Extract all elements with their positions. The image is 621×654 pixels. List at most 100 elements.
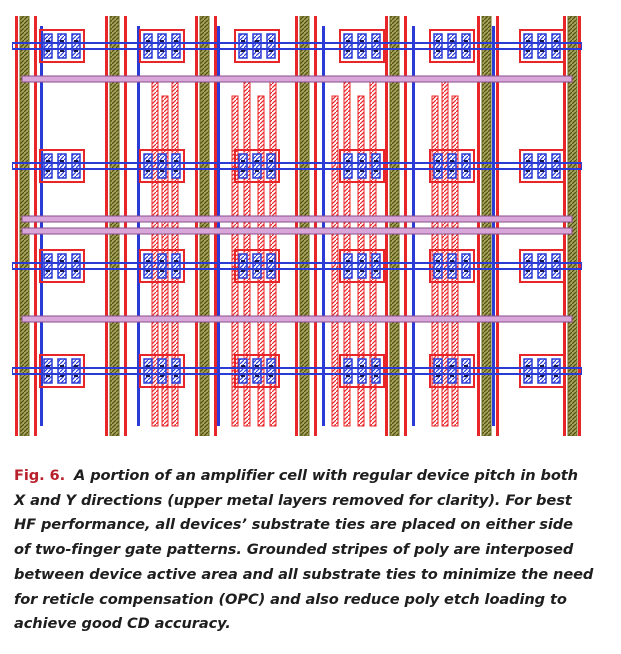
device-outline (519, 354, 565, 388)
device-outline (339, 149, 385, 183)
poly-stripe (124, 16, 127, 436)
device-contact-column (252, 253, 262, 279)
device-contact-column (371, 253, 381, 279)
poly-stripe (578, 16, 581, 436)
device-contact-column (371, 33, 381, 59)
metal-stripe (322, 26, 325, 426)
interconnect-bars (12, 42, 582, 375)
device-contact-column (343, 358, 353, 384)
device-contact-column (157, 253, 167, 279)
device-contact-column (266, 358, 276, 384)
device-contact-column (371, 153, 381, 179)
metal-bus (12, 42, 582, 50)
device-contact-column (71, 358, 81, 384)
device-outline (139, 354, 185, 388)
device-contact-column (43, 153, 53, 179)
layout-drawing (12, 16, 582, 436)
poly-stripe (404, 16, 407, 436)
device-contact-column (43, 33, 53, 59)
interconnect-bar (21, 215, 573, 223)
device-contact-column (252, 33, 262, 59)
device-contact-column (71, 153, 81, 179)
substrate-tie-stripes (19, 16, 578, 436)
device-contact-column (171, 153, 181, 179)
device-outline (139, 29, 185, 63)
device-contact-column (357, 253, 367, 279)
substrate-tie-stripe (481, 16, 492, 436)
device-contact-column (523, 253, 533, 279)
device-contact-column (433, 358, 443, 384)
device-contact-column (57, 253, 67, 279)
device-contact-column (143, 33, 153, 59)
poly-stripe (105, 16, 108, 436)
device-contact-column (238, 358, 248, 384)
device-contact-column (523, 358, 533, 384)
device-contact-column (57, 153, 67, 179)
substrate-tie-stripe (199, 16, 210, 436)
device-contact-column (157, 358, 167, 384)
metal-stripe (40, 26, 43, 426)
device-contact-column (266, 253, 276, 279)
device-contact-column (433, 33, 443, 59)
interconnect-bar (21, 315, 573, 323)
device-contact-column (171, 33, 181, 59)
substrate-tie-stripe (19, 16, 30, 436)
device-outline (429, 354, 475, 388)
device-contact-column (551, 253, 561, 279)
device-contact-column (157, 153, 167, 179)
device-contact-column (357, 358, 367, 384)
device-contact-column (357, 153, 367, 179)
metal-bus (12, 367, 582, 375)
device-outline (339, 29, 385, 63)
device-contact-column (461, 358, 471, 384)
poly-stripe (15, 16, 18, 436)
device-contact-column (43, 253, 53, 279)
device-contact-column (266, 33, 276, 59)
device-contact-column (461, 253, 471, 279)
poly-stripe (385, 16, 388, 436)
device-contact-column (433, 253, 443, 279)
metal-bus (12, 262, 582, 270)
device-outline (39, 29, 85, 63)
device-contact-column (57, 358, 67, 384)
metal-stripe (412, 26, 415, 426)
device-contact-column (343, 153, 353, 179)
substrate-tie-stripe (299, 16, 310, 436)
device-outline (519, 149, 565, 183)
device-outline (39, 249, 85, 283)
device-contact-column (433, 153, 443, 179)
device-contact-column (343, 33, 353, 59)
device-contact-column (57, 33, 67, 59)
poly-stripe (295, 16, 298, 436)
metal-bus (12, 162, 582, 170)
device-outline (234, 354, 280, 388)
device-outline (339, 354, 385, 388)
ic-layout-figure (12, 16, 582, 436)
device-contact-column (551, 33, 561, 59)
device-contact-column (523, 153, 533, 179)
poly-stripe (496, 16, 499, 436)
device-contact-column (371, 358, 381, 384)
device-contact-column (71, 33, 81, 59)
device-contact-column (143, 253, 153, 279)
device-contact-column (523, 33, 533, 59)
device-outline (139, 249, 185, 283)
device-contact-column (266, 153, 276, 179)
device-outline (519, 249, 565, 283)
device-contact-column (551, 358, 561, 384)
substrate-tie-stripe (109, 16, 120, 436)
poly-stripe (563, 16, 566, 436)
device-contact-column (357, 33, 367, 59)
device-contact-column (143, 153, 153, 179)
substrate-tie-stripe (389, 16, 400, 436)
metal-stripe (217, 26, 220, 426)
device-contact-column (537, 253, 547, 279)
device-contact-column (43, 358, 53, 384)
device-contact-column (447, 153, 457, 179)
device-outline (429, 29, 475, 63)
device-contact-column (447, 253, 457, 279)
device-contact-column (143, 358, 153, 384)
device-outline (234, 249, 280, 283)
device-contact-column (71, 253, 81, 279)
device-contact-column (238, 153, 248, 179)
